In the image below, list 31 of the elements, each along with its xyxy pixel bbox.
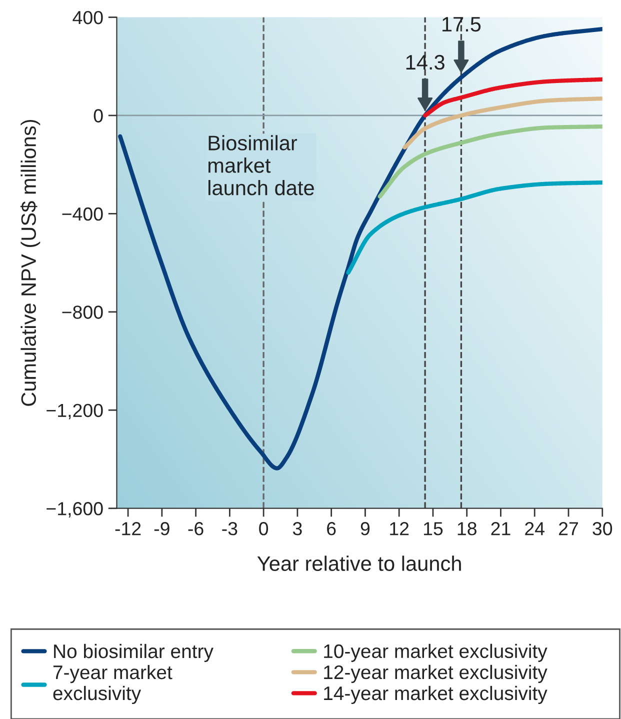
x-tick-label: 12	[390, 522, 409, 536]
legend-label: 14-year market exclusivity	[324, 686, 548, 704]
x-tick-label: 27	[559, 522, 578, 536]
legend-label: 10-year market exclusivity	[324, 644, 548, 662]
y-tick-label: −400	[62, 207, 103, 221]
x-tick-label: 15	[424, 522, 443, 536]
x-tick-label: -3	[222, 522, 238, 536]
y-tick-label: 400	[72, 10, 103, 24]
x-tick-label: 6	[327, 522, 336, 536]
legend-label: 12-year market exclusivity	[324, 664, 548, 683]
x-tick-label: -6	[188, 522, 204, 536]
x-axis-title: Year relative to launch	[257, 556, 461, 571]
legend-label: 7-year market exclusivity	[53, 664, 172, 704]
x-tick-label: 30	[592, 522, 612, 536]
x-tick-label: 18	[458, 522, 476, 536]
ref-line-label: Biosimilar market launch date	[208, 135, 314, 196]
annotation: 17.5	[442, 17, 481, 32]
y-axis-title: Cumulative NPV (US$ millions)	[20, 120, 40, 406]
x-tick-label: 9	[360, 522, 370, 536]
x-tick-label: 0	[259, 522, 268, 536]
x-tick-label: -12	[115, 522, 141, 536]
x-tick-label: 24	[525, 522, 544, 536]
x-tick-label: 3	[292, 522, 302, 536]
y-tick-label: −800	[62, 306, 103, 319]
y-tick-label: −1,200	[46, 404, 103, 420]
x-tick-label: 21	[491, 522, 510, 536]
y-tick-label: 0	[94, 109, 103, 122]
y-tick-label: −1,600	[46, 502, 103, 518]
annotation: 14.3	[406, 54, 444, 70]
x-tick-label: -9	[154, 522, 170, 536]
legend-label: No biosimilar entry	[54, 644, 214, 662]
